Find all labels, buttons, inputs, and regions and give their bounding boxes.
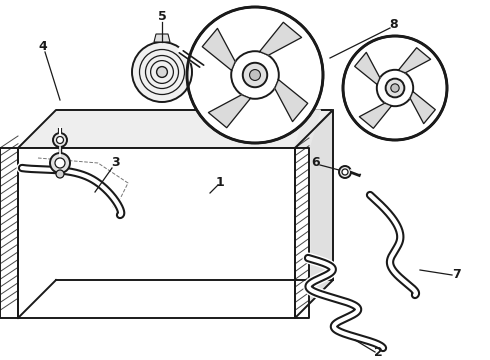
Circle shape: [391, 84, 399, 92]
Circle shape: [53, 133, 67, 147]
Circle shape: [231, 51, 279, 99]
Polygon shape: [275, 80, 308, 122]
Text: 2: 2: [374, 346, 382, 360]
Circle shape: [187, 7, 323, 143]
Circle shape: [157, 67, 168, 77]
Polygon shape: [410, 91, 435, 123]
Polygon shape: [295, 110, 333, 318]
Circle shape: [50, 153, 70, 173]
Polygon shape: [260, 22, 302, 55]
Circle shape: [56, 170, 64, 178]
Circle shape: [343, 36, 447, 140]
Polygon shape: [295, 148, 309, 318]
Polygon shape: [154, 34, 170, 42]
Polygon shape: [18, 148, 295, 318]
Circle shape: [132, 42, 192, 102]
Polygon shape: [202, 28, 235, 71]
Circle shape: [249, 69, 261, 80]
Text: 6: 6: [312, 157, 320, 170]
Text: 1: 1: [216, 176, 224, 189]
Circle shape: [113, 202, 119, 208]
Text: 8: 8: [390, 18, 398, 31]
Polygon shape: [18, 110, 333, 148]
Text: 3: 3: [111, 157, 119, 170]
Circle shape: [342, 169, 348, 175]
Text: 5: 5: [158, 9, 167, 22]
Text: 4: 4: [39, 40, 48, 53]
Circle shape: [339, 166, 351, 178]
Circle shape: [56, 136, 64, 144]
Polygon shape: [0, 148, 18, 318]
Circle shape: [243, 63, 267, 87]
Polygon shape: [355, 52, 380, 85]
Polygon shape: [208, 95, 250, 128]
Polygon shape: [295, 110, 320, 148]
Circle shape: [386, 78, 404, 97]
Polygon shape: [398, 48, 431, 73]
Circle shape: [55, 158, 65, 168]
Text: 7: 7: [452, 269, 461, 282]
Polygon shape: [359, 103, 392, 128]
Circle shape: [377, 70, 413, 106]
